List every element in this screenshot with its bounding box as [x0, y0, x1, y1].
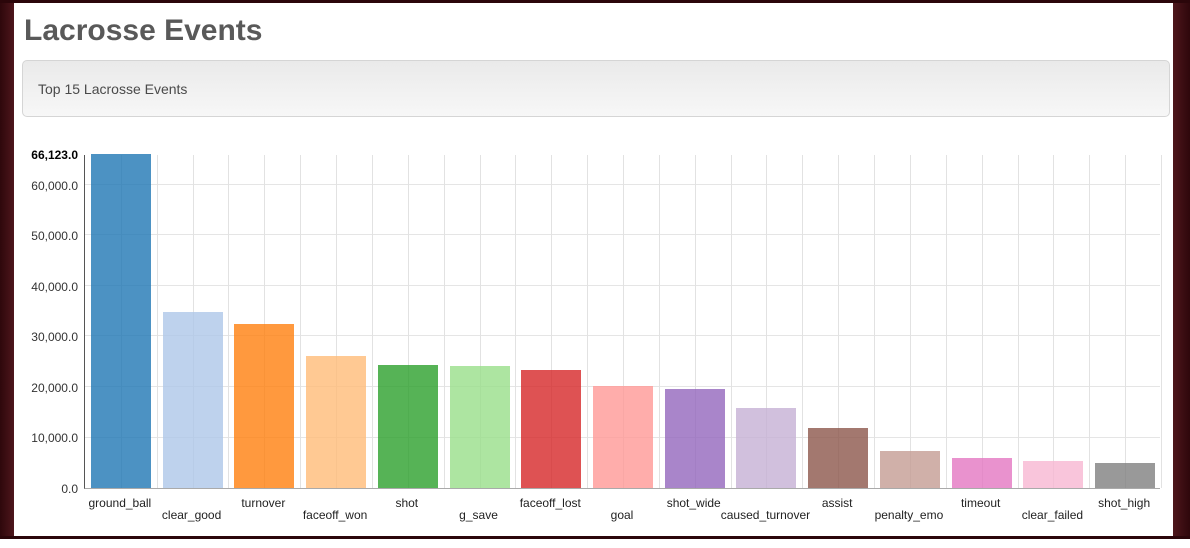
page-title: Lacrosse Events	[24, 14, 263, 47]
vertical-gridline	[658, 155, 660, 488]
vertical-gridline	[587, 155, 589, 488]
window-frame-top	[0, 0, 1190, 3]
x-axis-label-turnover: turnover	[241, 496, 286, 510]
x-axis-label-penalty_emo: penalty_emo	[874, 508, 944, 522]
vertical-gridline	[156, 155, 158, 488]
y-axis-tick-label: 10,000.0	[31, 431, 78, 446]
vertical-gridline	[981, 155, 983, 488]
vertical-gridline	[694, 155, 696, 488]
vertical-gridline	[623, 155, 624, 488]
bar-shot[interactable]	[377, 365, 438, 488]
bar-goal[interactable]	[593, 386, 653, 488]
content-area: Lacrosse Events Top 15 Lacrosse Events 6…	[14, 3, 1173, 536]
x-axis-label-caused_turnover: caused_turnover	[720, 508, 811, 522]
bar-turnover[interactable]	[234, 324, 295, 488]
bar-chart: 66,123.0 60,000.0 50,000.0 40,000.0 30,000.0…	[14, 3, 1173, 536]
x-axis-label-clear_failed: clear_failed	[1021, 508, 1084, 522]
y-axis-tick-label: 40,000.0	[31, 279, 78, 294]
window-frame-left	[0, 0, 14, 539]
vertical-gridline	[264, 155, 266, 488]
x-axis-label-g_save: g_save	[459, 508, 498, 522]
bar-clear_failed[interactable]	[1023, 460, 1084, 488]
y-axis-tick-label: 0.0	[61, 482, 78, 496]
x-axis-label-ground_ball: ground_ball	[88, 496, 152, 510]
x-axis-label-shot: shot	[395, 496, 419, 510]
x-axis-label-goal: goal	[610, 508, 634, 522]
bar-caused_turnover[interactable]	[736, 408, 797, 488]
y-axis-tick-label: 30,000.0	[31, 330, 78, 345]
vertical-gridline	[945, 155, 947, 488]
bar-g_save[interactable]	[449, 365, 510, 488]
vertical-gridline	[336, 155, 338, 488]
vertical-gridline	[479, 155, 481, 488]
bar-clear_good[interactable]	[162, 311, 223, 488]
x-axis-label-assist: assist	[821, 496, 853, 510]
vertical-gridline	[1161, 155, 1162, 488]
vertical-gridline	[551, 155, 553, 488]
bar-shot_wide[interactable]	[664, 388, 725, 488]
x-axis-label-timeout: timeout	[960, 496, 1001, 510]
vertical-gridline	[874, 155, 876, 488]
vertical-gridline	[766, 155, 768, 488]
vertical-gridline	[1089, 155, 1091, 488]
horizontal-gridline	[85, 284, 1160, 286]
plot-area	[84, 154, 1162, 489]
bar-timeout[interactable]	[951, 457, 1012, 488]
vertical-gridline	[407, 155, 409, 488]
window-frame-right	[1173, 0, 1190, 539]
x-axis-label-clear_good: clear_good	[161, 508, 222, 522]
y-axis-tick-label: 66,123.0	[31, 148, 78, 162]
panel-heading: Top 15 Lacrosse Events	[22, 60, 1170, 117]
x-axis-label-faceoff_won: faceoff_won	[302, 508, 368, 522]
vertical-gridline	[1053, 155, 1055, 488]
vertical-gridline	[1017, 155, 1019, 488]
vertical-gridline	[909, 155, 911, 488]
bar-ground_ball[interactable]	[90, 154, 151, 488]
vertical-gridline	[443, 155, 445, 488]
y-axis-tick-label: 60,000.0	[31, 178, 78, 193]
panel-heading-label: Top 15 Lacrosse Events	[38, 80, 188, 97]
x-axis-label-faceoff_lost: faceoff_lost	[519, 496, 581, 510]
vertical-gridline	[371, 155, 373, 488]
vertical-gridline	[515, 155, 517, 488]
bar-assist[interactable]	[808, 427, 869, 488]
x-axis-label-shot_wide: shot_wide	[666, 496, 721, 510]
y-axis-tick-label: 50,000.0	[31, 229, 78, 244]
bar-shot_high[interactable]	[1095, 462, 1156, 488]
horizontal-gridline	[85, 183, 1160, 185]
vertical-gridline	[300, 155, 302, 488]
bar-faceoff_lost[interactable]	[521, 370, 582, 488]
vertical-gridline	[802, 155, 804, 488]
y-axis-tick-label: 20,000.0	[31, 380, 78, 395]
x-axis-label-shot_high: shot_high	[1098, 496, 1151, 510]
window-frame-bottom	[0, 536, 1190, 539]
horizontal-gridline	[85, 335, 1160, 337]
horizontal-gridline	[85, 234, 1160, 236]
vertical-gridline	[228, 155, 230, 488]
vertical-gridline	[838, 155, 840, 488]
vertical-gridline	[1125, 155, 1127, 488]
vertical-gridline	[730, 155, 732, 488]
bar-faceoff_won[interactable]	[306, 356, 367, 488]
bar-penalty_emo[interactable]	[879, 450, 940, 488]
